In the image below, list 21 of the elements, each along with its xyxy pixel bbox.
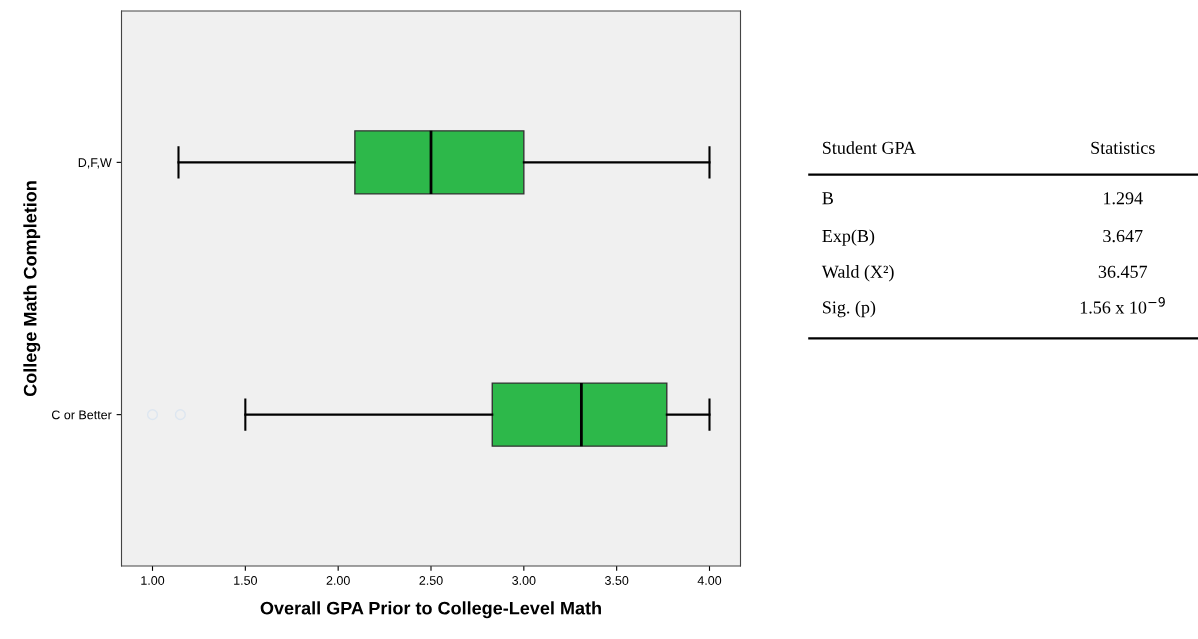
x-tick-label: 2.50 bbox=[419, 576, 443, 585]
x-tick-label: 1.50 bbox=[234, 576, 258, 585]
x-tick-label: 1.00 bbox=[141, 576, 165, 585]
text: Sig. (p) bbox=[823, 300, 876, 318]
x-tick-label: 2.00 bbox=[326, 576, 350, 585]
x-tick-label: 3.00 bbox=[512, 576, 536, 585]
text: Student GPA bbox=[823, 141, 916, 154]
y-tick-label: C or Better bbox=[51, 410, 112, 420]
text: Statistics bbox=[1091, 141, 1155, 154]
x-tick-label: 4.00 bbox=[697, 576, 722, 585]
text: 1.294 bbox=[1104, 192, 1143, 205]
x-tick-label: 3.50 bbox=[604, 576, 629, 585]
x-axis-title: Overall GPA Prior to College-Level Math bbox=[260, 601, 601, 619]
text: Wald (X²) bbox=[821, 265, 894, 282]
text: 1.56 x 10$^{−9}$ bbox=[1080, 297, 1165, 314]
text: B bbox=[822, 192, 833, 205]
y-tick-label: D,F,W bbox=[78, 158, 112, 169]
y-axis-title: College Math Completion bbox=[23, 181, 41, 397]
text: 36.457 bbox=[1098, 265, 1148, 278]
text: Exp(B) bbox=[822, 229, 875, 246]
text: 3.647 bbox=[1103, 229, 1143, 243]
